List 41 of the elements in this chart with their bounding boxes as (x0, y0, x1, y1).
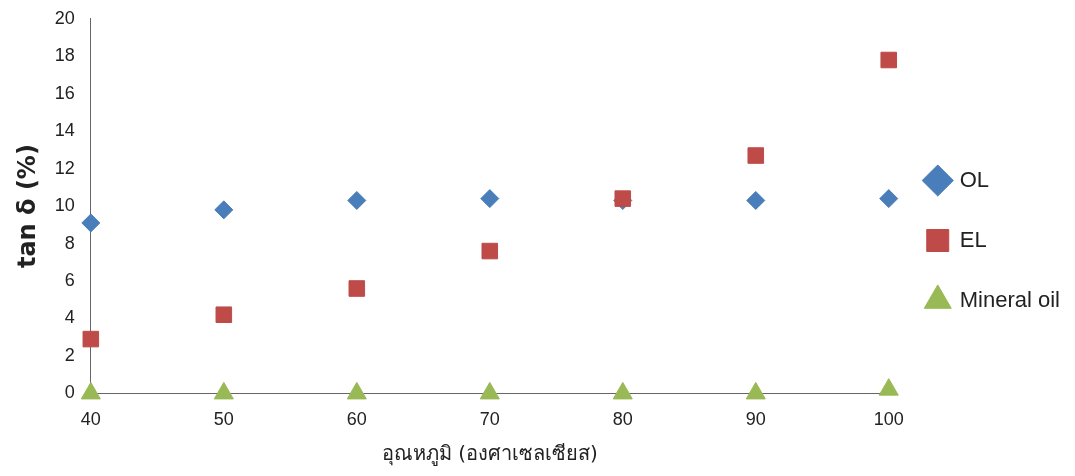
point (213, 381, 234, 400)
y-axis-title: tan δ (%) (12, 144, 41, 269)
x-tick-label: 70 (479, 409, 500, 430)
x-tick-label: 40 (80, 409, 101, 430)
point (346, 381, 367, 400)
point (747, 147, 765, 164)
y-tick-label: 4 (64, 307, 75, 328)
point (80, 381, 101, 400)
x-tick-label: 80 (612, 409, 633, 430)
legend-label: OL (959, 166, 990, 192)
y-tick-label: 2 (64, 344, 75, 365)
y-tick-label: 12 (54, 157, 75, 178)
point (745, 381, 766, 400)
point (479, 381, 500, 400)
y-tick-label: 10 (54, 195, 75, 216)
point (612, 381, 633, 400)
y-tick-label: 16 (54, 82, 75, 103)
y-tick-label: 6 (64, 269, 75, 290)
y-tick-label: 0 (64, 382, 75, 403)
point (214, 200, 234, 220)
point (878, 378, 899, 396)
x-tick-label: 50 (213, 409, 234, 430)
x-tick-label: 100 (873, 409, 904, 430)
legend-label: Mineral oil (959, 286, 1061, 312)
point (81, 213, 101, 233)
x-axis-title: อุณหภูมิ (องศาเซลเซียส) (381, 441, 598, 467)
y-tick-label: 18 (54, 45, 75, 66)
point (480, 189, 500, 209)
point (879, 189, 899, 209)
y-tick-label: 8 (64, 232, 75, 253)
point (481, 242, 499, 260)
point (82, 330, 100, 348)
point (746, 190, 766, 210)
point (347, 190, 367, 210)
y-tick-label: 14 (54, 120, 75, 141)
y-tick-label: 20 (54, 7, 75, 28)
x-tick-label: 60 (346, 409, 367, 430)
point (348, 280, 366, 297)
x-tick-label: 90 (745, 409, 766, 430)
point (215, 306, 233, 324)
legend-label: EL (959, 226, 987, 252)
